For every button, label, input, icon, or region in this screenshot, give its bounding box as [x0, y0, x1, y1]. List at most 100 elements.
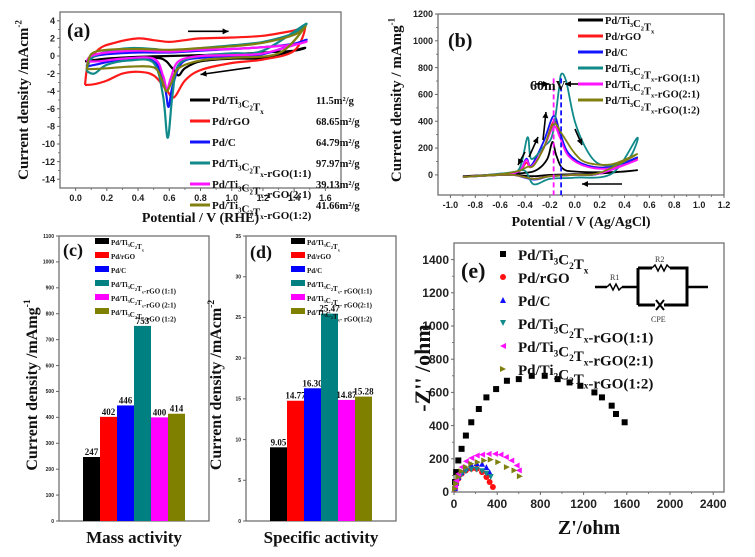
- marker-square: [591, 389, 598, 396]
- marker-square: [468, 419, 475, 426]
- marker-triangle-right: [458, 468, 465, 475]
- marker-circle: [483, 474, 490, 481]
- legend-label: Pd/Ti3C2Tx: [518, 248, 589, 277]
- text-span: Pd/Ti: [307, 281, 324, 289]
- bar-value-label: 753: [136, 316, 150, 326]
- marker-triangle-left: [492, 450, 499, 457]
- forward-scan-arrow-head: [222, 28, 229, 35]
- y-axis-label: Current density / mAmg-1: [386, 17, 405, 182]
- marker-triangle-down: [473, 466, 480, 473]
- bar-value-label: 9.05: [271, 437, 287, 447]
- subscript: 3: [238, 207, 242, 214]
- bar-value-label: 25.47: [319, 304, 340, 314]
- x-tick-label: -0.2: [542, 200, 558, 210]
- circuit-label-cpe: CPE: [651, 315, 666, 324]
- y-tick-label: 1400: [422, 253, 449, 267]
- subscript: x: [584, 359, 589, 369]
- legend-label: Pd/Ti3C2Tx-rGO(2:1): [518, 340, 653, 370]
- legend-label: Pd/Ti3C2Tx-rGO(1:2): [605, 96, 700, 116]
- marker-square: [621, 419, 628, 426]
- subscript: 2: [135, 315, 137, 320]
- text-span: Pd/Ti: [111, 239, 128, 247]
- text-span: Pd/Ti: [518, 340, 554, 356]
- text-span: -rGO(2:1): [264, 189, 312, 201]
- text-span: Pd/rGO: [605, 32, 641, 43]
- y-tick-label: 1000: [43, 260, 54, 266]
- cv-curve-a: [85, 25, 307, 93]
- text-span: Pd/Ti: [605, 80, 630, 91]
- text-span: Pd/C: [518, 294, 551, 310]
- x-tick-label: 0.0: [569, 200, 582, 210]
- text-span: C: [326, 311, 331, 319]
- text-span: Pd/C: [605, 48, 628, 59]
- marker-triangle-right: [516, 473, 523, 480]
- panel-label-d: (d): [250, 242, 272, 263]
- resistor-r1: [606, 282, 623, 292]
- subscript: 2: [331, 301, 333, 306]
- marker-square: [462, 432, 469, 439]
- text-span: T: [253, 165, 261, 177]
- y-tick-label: -6: [47, 104, 55, 114]
- y-tick-label: 400: [418, 116, 433, 126]
- y-tick-label: 1200: [413, 9, 433, 19]
- subscript: 3: [630, 102, 634, 109]
- legend-ecsa: 64.79m²/g: [316, 138, 360, 149]
- text-span: C: [326, 297, 331, 305]
- text-span: -rGO (2:1): [144, 301, 177, 309]
- subscript: x: [651, 28, 655, 35]
- subscript: x: [260, 193, 264, 200]
- text-span: -rGO(1:2): [654, 105, 700, 116]
- circuit-label-r2: R2: [655, 255, 664, 264]
- x-tick-label: 800: [530, 497, 550, 511]
- subscript: 2: [135, 287, 137, 292]
- subscript: 3: [128, 243, 131, 248]
- cv-curve-b: [462, 141, 638, 178]
- text-span: -rGO(1:1): [264, 168, 312, 180]
- marker-square: [475, 406, 482, 412]
- subscript: x: [260, 214, 264, 221]
- superscript: -1: [386, 17, 396, 25]
- plot-frame: [453, 242, 725, 493]
- y-tick-label: 1000: [422, 319, 449, 333]
- subscript: 2: [135, 245, 137, 250]
- subscript: 2: [249, 169, 253, 176]
- text-span: T: [644, 22, 651, 33]
- text-span: Pd/C: [111, 267, 126, 275]
- marker-square: [483, 394, 490, 401]
- y-tick-label: 35: [235, 234, 241, 240]
- text-span: -rGO(2:1): [588, 354, 653, 370]
- y-tick-label: -4: [47, 86, 55, 96]
- legend-label: Pd/rGO: [307, 253, 332, 261]
- subscript: 3: [128, 299, 131, 304]
- subscript: 2: [641, 25, 644, 32]
- legend-swatch: [95, 308, 109, 314]
- legend-swatch: [291, 238, 305, 244]
- text-span: C: [633, 67, 641, 78]
- bar: [304, 388, 321, 521]
- text-span: Pd/Ti: [605, 96, 630, 107]
- y-tick-label: 600: [418, 90, 433, 100]
- bar-value-label: 14.87: [336, 390, 357, 400]
- text-span: Pd/Ti: [212, 179, 238, 191]
- panel-label-c: (c): [63, 240, 83, 261]
- text-span: Pd/Ti: [518, 248, 554, 264]
- text-span: T: [574, 372, 584, 388]
- x-tick-label: 1.0: [225, 193, 238, 203]
- y-tick-label: 0: [50, 51, 55, 61]
- shift-arrow-left-head: [565, 81, 571, 87]
- y-tick-label: 1200: [422, 286, 449, 300]
- y-tick-label: 0: [238, 519, 241, 525]
- legend-label: Pd/rGO: [111, 253, 136, 261]
- text-span: Pd/Ti: [307, 295, 324, 303]
- marker-triangle-left: [515, 467, 522, 474]
- text-span: T: [137, 313, 142, 321]
- marker-triangle-left: [502, 454, 509, 461]
- cpe-element: [655, 299, 665, 311]
- marker-triangle-left: [479, 451, 486, 458]
- marker-circle: [500, 274, 506, 280]
- panel-label-b: (b): [448, 30, 472, 52]
- text-span: Pd/rGO: [307, 253, 332, 261]
- text-span: C: [242, 182, 250, 194]
- marker-triangle-right: [495, 459, 502, 466]
